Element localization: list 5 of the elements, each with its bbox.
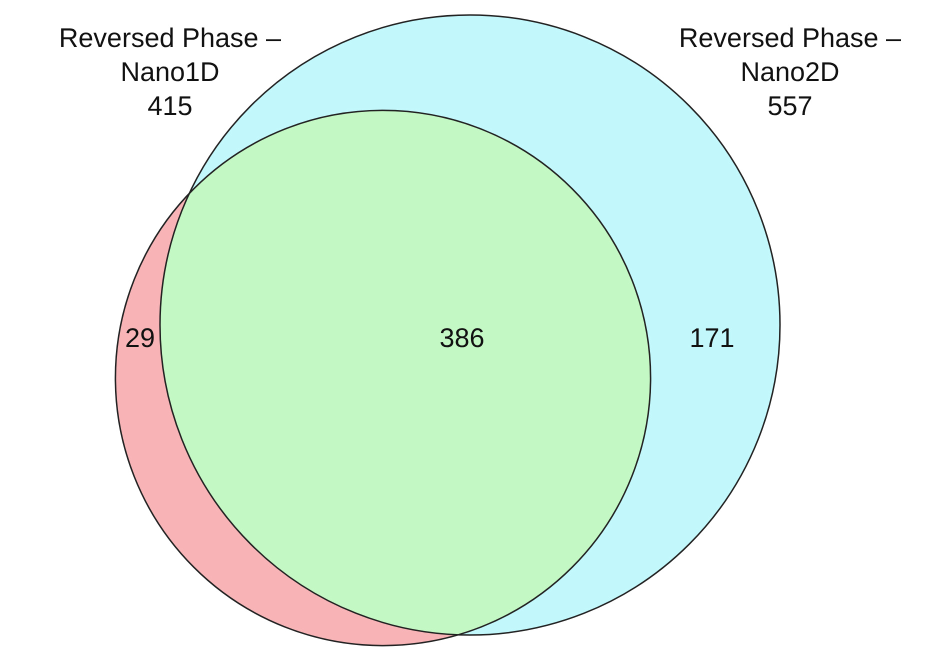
text: Reversed Phase – Nano2D 557 (678, 23, 902, 121)
text: Reversed Phase – Nano1D 415 (58, 23, 282, 121)
data-label: 29 (124, 323, 156, 354)
data-label: 171 (689, 323, 735, 354)
data-label: 386 (439, 323, 485, 354)
